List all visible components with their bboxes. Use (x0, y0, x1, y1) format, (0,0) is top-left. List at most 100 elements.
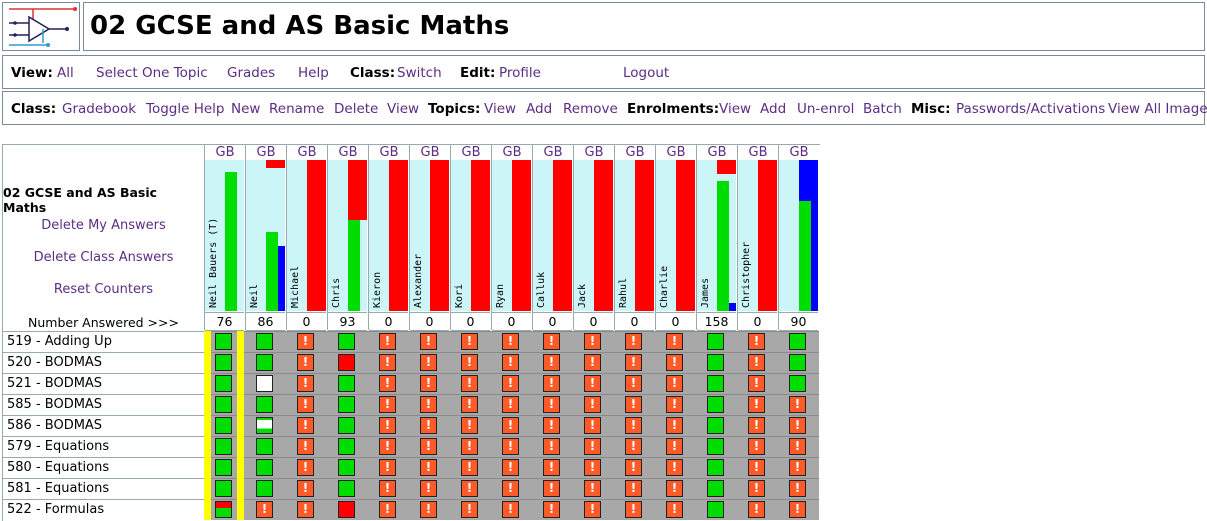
answer-correct-cell[interactable] (256, 396, 273, 413)
student-gradebook-link[interactable]: GB (543, 145, 563, 160)
topic-label[interactable]: 520 - BODMAS (3, 352, 204, 373)
topic-label[interactable]: 579 - Equations (3, 436, 204, 457)
answer-correct-cell[interactable] (338, 375, 355, 392)
not-attempted-warning-icon[interactable] (379, 396, 396, 413)
answer-correct-cell[interactable] (338, 438, 355, 455)
not-attempted-warning-icon[interactable] (502, 375, 519, 392)
not-attempted-warning-icon[interactable] (297, 354, 314, 371)
select-one-topic-link[interactable]: Select One Topic (96, 65, 208, 81)
view-all-images-link[interactable]: View All Images (1108, 101, 1207, 117)
student-name[interactable]: James (700, 277, 711, 308)
answer-correct-cell[interactable] (707, 501, 724, 518)
not-attempted-warning-icon[interactable] (543, 354, 560, 371)
not-attempted-warning-icon[interactable] (543, 375, 560, 392)
not-attempted-warning-icon[interactable] (789, 396, 806, 413)
not-attempted-warning-icon[interactable] (584, 480, 601, 497)
not-attempted-warning-icon[interactable] (297, 438, 314, 455)
answer-partial-cell[interactable] (256, 417, 273, 434)
not-attempted-warning-icon[interactable] (420, 375, 437, 392)
not-attempted-warning-icon[interactable] (666, 333, 683, 350)
not-attempted-warning-icon[interactable] (420, 417, 437, 434)
answer-correct-cell[interactable] (215, 438, 232, 455)
answer-correct-cell[interactable] (707, 459, 724, 476)
student-gradebook-link[interactable]: GB (748, 145, 768, 160)
topic-label[interactable]: 521 - BODMAS (3, 373, 204, 394)
not-attempted-warning-icon[interactable] (543, 480, 560, 497)
enrolments-unenrol-link[interactable]: Un-enrol (797, 101, 855, 117)
not-attempted-warning-icon[interactable] (789, 501, 806, 518)
not-attempted-warning-icon[interactable] (297, 501, 314, 518)
student-gradebook-link[interactable]: GB (461, 145, 481, 160)
student-name[interactable]: Rahul (618, 277, 629, 308)
not-attempted-warning-icon[interactable] (625, 417, 642, 434)
student-name[interactable]: Neil (249, 283, 260, 308)
answer-correct-cell[interactable] (789, 333, 806, 350)
answer-correct-cell[interactable] (215, 417, 232, 434)
topic-label[interactable]: 581 - Equations (3, 478, 204, 499)
student-name[interactable]: Neil Bauers (T) (208, 217, 219, 308)
delete-my-answers-link[interactable]: Delete My Answers (41, 218, 166, 233)
student-name[interactable]: Alexander (413, 253, 424, 308)
topic-label[interactable]: 585 - BODMAS (3, 394, 204, 415)
enrolments-add-link[interactable]: Add (760, 101, 787, 117)
not-attempted-warning-icon[interactable] (461, 396, 478, 413)
not-attempted-warning-icon[interactable] (502, 354, 519, 371)
answer-correct-cell[interactable] (338, 333, 355, 350)
not-attempted-warning-icon[interactable] (461, 438, 478, 455)
not-attempted-warning-icon[interactable] (297, 396, 314, 413)
not-attempted-warning-icon[interactable] (297, 480, 314, 497)
student-name[interactable]: Ryan (495, 283, 506, 308)
not-attempted-warning-icon[interactable] (748, 375, 765, 392)
not-attempted-warning-icon[interactable] (666, 459, 683, 476)
not-attempted-warning-icon[interactable] (502, 438, 519, 455)
not-attempted-warning-icon[interactable] (420, 354, 437, 371)
not-attempted-warning-icon[interactable] (625, 375, 642, 392)
topic-label[interactable]: 586 - BODMAS (3, 415, 204, 436)
answer-correct-cell[interactable] (707, 354, 724, 371)
not-attempted-warning-icon[interactable] (748, 354, 765, 371)
answer-correct-cell[interactable] (789, 375, 806, 392)
not-attempted-warning-icon[interactable] (666, 354, 683, 371)
not-attempted-warning-icon[interactable] (748, 459, 765, 476)
not-attempted-warning-icon[interactable] (584, 375, 601, 392)
topics-remove-link[interactable]: Remove (563, 101, 618, 117)
answer-correct-cell[interactable] (789, 354, 806, 371)
student-name[interactable]: Calluk (536, 271, 547, 308)
student-gradebook-link[interactable]: GB (420, 145, 440, 160)
not-attempted-warning-icon[interactable] (379, 375, 396, 392)
toggle-help-link[interactable]: Toggle Help (146, 101, 225, 117)
answer-correct-cell[interactable] (256, 438, 273, 455)
not-attempted-warning-icon[interactable] (543, 438, 560, 455)
answer-empty-cell[interactable] (256, 375, 273, 392)
not-attempted-warning-icon[interactable] (666, 501, 683, 518)
not-attempted-warning-icon[interactable] (379, 417, 396, 434)
student-name[interactable]: Michael (290, 265, 301, 308)
not-attempted-warning-icon[interactable] (666, 417, 683, 434)
not-attempted-warning-icon[interactable] (789, 480, 806, 497)
delete-class-answers-link[interactable]: Delete Class Answers (33, 250, 174, 265)
not-attempted-warning-icon[interactable] (461, 417, 478, 434)
student-name[interactable]: Kori (454, 283, 465, 308)
gradebook-link[interactable]: Gradebook (62, 101, 137, 117)
not-attempted-warning-icon[interactable] (502, 333, 519, 350)
student-gradebook-link[interactable]: GB (215, 145, 235, 160)
student-name[interactable]: Jack (577, 283, 588, 308)
not-attempted-warning-icon[interactable] (625, 459, 642, 476)
not-attempted-warning-icon[interactable] (666, 480, 683, 497)
help-link[interactable]: Help (298, 65, 329, 81)
student-gradebook-link[interactable]: GB (666, 145, 686, 160)
answer-correct-cell[interactable] (338, 459, 355, 476)
student-name[interactable]: Charlie (659, 265, 670, 308)
student-gradebook-link[interactable]: GB (338, 145, 358, 160)
not-attempted-warning-icon[interactable] (625, 501, 642, 518)
not-attempted-warning-icon[interactable] (297, 417, 314, 434)
not-attempted-warning-icon[interactable] (748, 333, 765, 350)
not-attempted-warning-icon[interactable] (420, 333, 437, 350)
not-attempted-warning-icon[interactable] (297, 333, 314, 350)
answer-correct-cell[interactable] (338, 480, 355, 497)
not-attempted-warning-icon[interactable] (502, 480, 519, 497)
student-gradebook-link[interactable]: GB (256, 145, 276, 160)
student-name[interactable]: Kieron (372, 271, 383, 308)
logout-link[interactable]: Logout (623, 65, 670, 81)
answer-correct-cell[interactable] (256, 354, 273, 371)
